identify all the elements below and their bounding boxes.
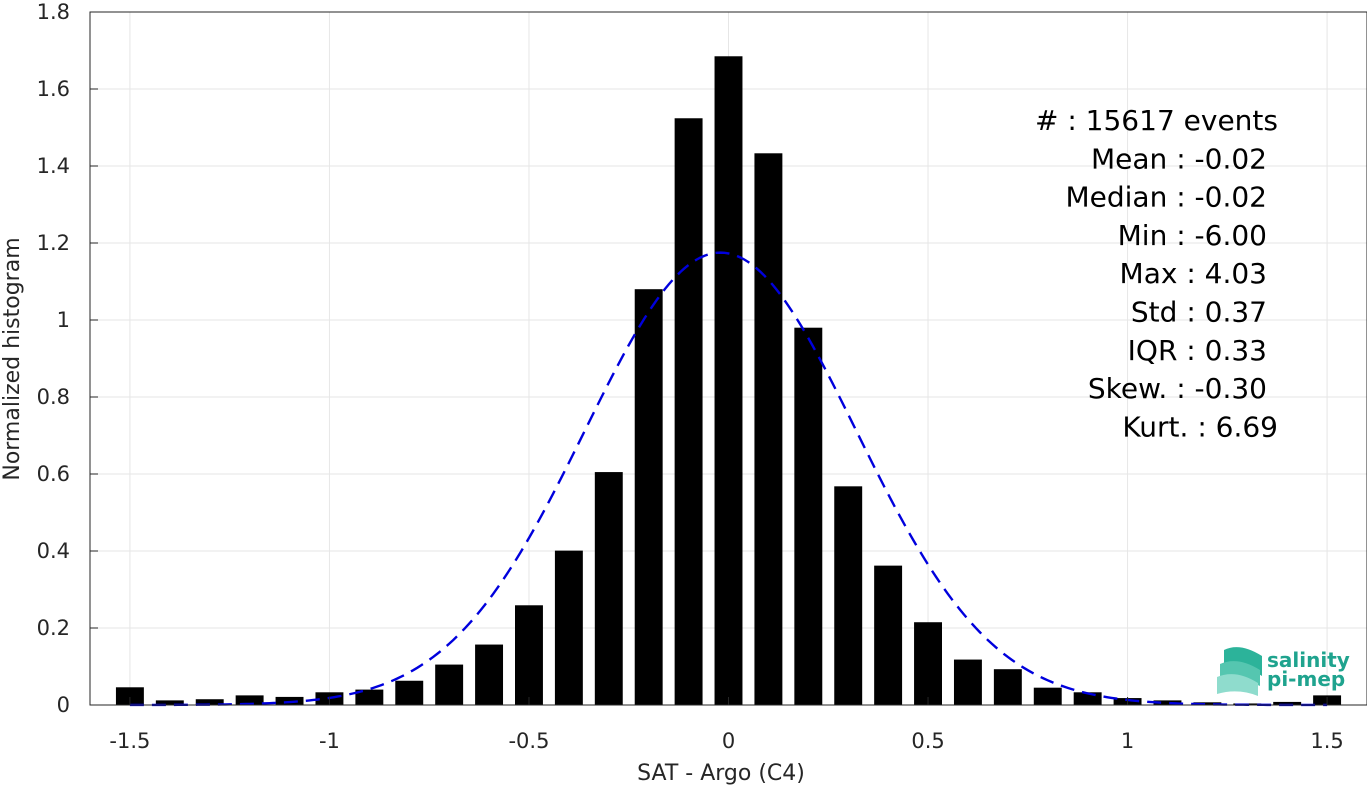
stat-line: Std : 0.37 [1131,296,1267,329]
x-tick-label: -0.5 [508,729,549,753]
y-tick-label: 0.6 [37,462,70,486]
histogram-bar [914,622,942,705]
x-tick-label: -1 [319,729,340,753]
y-axis-label: Normalized histogram [0,237,25,480]
y-tick-label: 1.8 [37,0,70,24]
histogram-bar [515,605,543,705]
y-axis-ticks: 0 0.2 0.4 0.6 0.8 1 1.2 1.4 1.6 1.8 [37,0,98,717]
histogram-bar [794,327,823,705]
x-tick-label: 1 [1121,729,1134,753]
stat-line: Skew. : -0.30 [1088,372,1267,405]
stat-line: Mean : -0.02 [1091,142,1267,175]
histogram-bar [395,680,424,705]
x-tick-label: 0.5 [911,729,944,753]
histogram-bar [634,289,663,705]
stat-line: Min : -6.00 [1118,219,1267,252]
histogram-bar [554,550,583,705]
histogram-bar [834,486,863,705]
histogram-bar [195,699,224,705]
x-tick-label: -1.5 [109,729,150,753]
x-tick-label: 0 [722,729,735,753]
y-tick-label: 0.4 [37,539,70,563]
y-tick-label: 0.2 [37,616,70,640]
histogram-bar [435,664,464,705]
histogram-bar [674,118,703,705]
histogram-bar [993,669,1022,705]
logo-line2: pi-mep [1267,667,1345,691]
histogram-bar [714,56,743,705]
histogram-bar [1033,687,1062,705]
histogram-bar [115,687,144,705]
salinity-pi-mep-logo: salinity pi-mep [1217,647,1350,696]
histogram-bar [754,153,783,706]
y-tick-label: 1.4 [37,154,70,178]
y-tick-label: 0 [57,693,70,717]
x-axis-ticks: -1.5 -1 -0.5 0 0.5 1 1.5 [109,697,1344,753]
histogram-bar [475,644,504,705]
histogram-bar [1273,701,1302,705]
statistics-box: # : 15617 events Mean : -0.02 Median : -0.… [1035,104,1278,443]
y-tick-label: 0.8 [37,385,70,409]
y-tick-label: 1.2 [37,231,70,255]
x-tick-label: 1.5 [1310,729,1343,753]
histogram-bar [155,700,184,705]
y-tick-label: 1 [57,308,70,332]
histogram-bar [1193,702,1222,705]
logo-line1: salinity [1267,648,1350,672]
histogram-bar [953,659,982,705]
histogram-bar [355,689,384,705]
stat-line: Max : 4.03 [1120,257,1267,290]
histogram-bar [1153,700,1182,705]
stat-line: # : 15617 events [1035,104,1278,137]
histogram-bar [235,695,264,705]
logo-waves-icon [1217,647,1262,696]
stat-line: Kurt. : 6.69 [1122,410,1278,443]
stat-line: Median : -0.02 [1065,181,1267,214]
stat-line: IQR : 0.33 [1128,334,1267,367]
x-axis-label: SAT - Argo (C4) [637,761,805,786]
histogram-bars [115,56,1342,706]
histogram-bar [874,565,903,705]
histogram-bar [594,472,623,705]
y-tick-label: 1.6 [37,77,70,101]
